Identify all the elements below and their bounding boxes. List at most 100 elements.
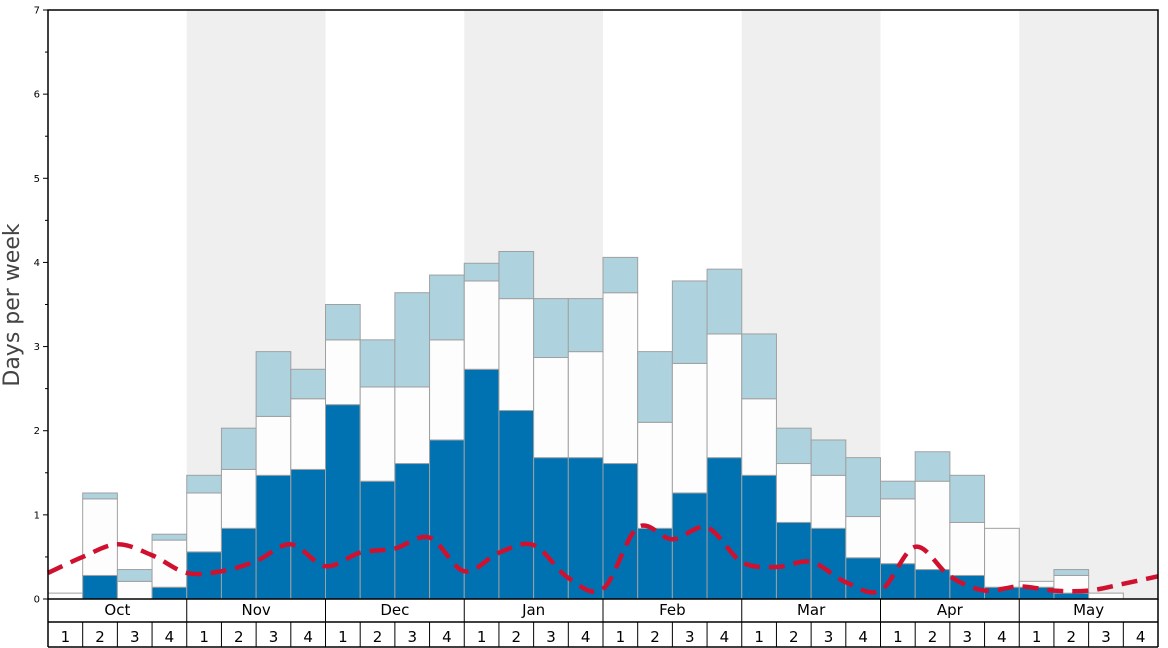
week-label: 2: [1067, 628, 1077, 646]
bar-segment: [325, 339, 361, 406]
bar-segment: [429, 274, 465, 341]
month-label-apr: Apr: [937, 601, 964, 619]
month-label-jan: Jan: [521, 601, 545, 619]
bar-segment: [290, 398, 326, 470]
week-label: 3: [1101, 628, 1111, 646]
bar-segment: [533, 298, 569, 359]
stacked-bars: [47, 250, 1124, 600]
week-label: 4: [997, 628, 1007, 646]
week-label: 1: [754, 628, 764, 646]
week-label: 4: [1136, 628, 1146, 646]
bar-segment: [116, 569, 153, 582]
week-label: 4: [858, 628, 868, 646]
bar-segment: [637, 421, 673, 529]
bar-segment: [949, 474, 986, 523]
y-tick-label: 6: [34, 90, 40, 101]
axes: 0 1 2 3 4 5 6 7 Oct 1 2 3 4 Nov 1 2 3 4 Dec 1 2 3 4 Jan 1 2 3 4 Feb 1…: [34, 6, 1159, 648]
bar-segment: [429, 439, 465, 600]
bar-segment: [602, 292, 639, 465]
week-label: 2: [650, 628, 660, 646]
bar-segment: [394, 386, 431, 465]
bar-segment: [1053, 569, 1090, 576]
bar-segment: [429, 339, 465, 441]
bar-segment: [220, 427, 257, 470]
bar-segment: [186, 474, 222, 494]
bar-segment: [220, 468, 257, 529]
week-label: 3: [407, 628, 417, 646]
bar-segment: [325, 404, 361, 600]
bar-segment: [359, 339, 396, 388]
week-label: 3: [962, 628, 972, 646]
y-tick-label: 2: [34, 426, 40, 437]
bar-segment: [637, 351, 673, 423]
bar-segment: [325, 304, 361, 341]
y-axis-label: Days per week: [0, 223, 25, 386]
week-label: 4: [581, 628, 591, 646]
week-label: 2: [512, 628, 522, 646]
week-label: 4: [442, 628, 452, 646]
bar-segment: [1088, 592, 1124, 600]
bar-segment: [775, 463, 812, 523]
bar-segment: [1053, 592, 1090, 600]
week-label: 3: [546, 628, 556, 646]
month-band-may: [1019, 10, 1158, 599]
bar-segment: [567, 351, 604, 459]
week-label: 1: [616, 628, 626, 646]
week-label: 3: [269, 628, 279, 646]
bar-segment: [394, 463, 431, 600]
y-tick-label: 4: [34, 258, 40, 269]
bar-segment: [533, 357, 569, 459]
bar-segment: [602, 256, 639, 294]
bar-segment: [82, 492, 118, 500]
y-tick-label: 1: [34, 510, 40, 521]
bar-segment: [533, 457, 569, 600]
bar-segment: [255, 474, 292, 600]
bar-segment: [671, 362, 708, 494]
week-label: 3: [130, 628, 140, 646]
week-label: 3: [685, 628, 695, 646]
bar-segment: [498, 298, 535, 412]
bar-segment: [359, 386, 396, 482]
bar-segment: [82, 498, 118, 576]
bar-segment: [255, 351, 292, 417]
bar-segment: [116, 580, 153, 600]
bar-segment: [47, 592, 84, 600]
week-label: 4: [720, 628, 730, 646]
week-label: 2: [373, 628, 383, 646]
y-tick-label: 0: [34, 595, 40, 606]
bar-segment: [810, 474, 847, 529]
month-label-mar: Mar: [797, 601, 826, 619]
week-label: 2: [789, 628, 799, 646]
bar-segment: [741, 333, 777, 400]
month-label-oct: Oct: [104, 601, 130, 619]
week-label: 3: [824, 628, 834, 646]
week-label: 1: [893, 628, 903, 646]
week-label: 4: [303, 628, 313, 646]
month-label-may: May: [1073, 601, 1104, 619]
bar-segment: [82, 574, 118, 600]
trend-line-path: [47, 523, 1159, 595]
month-label-nov: Nov: [241, 601, 270, 619]
bar-segment: [775, 427, 812, 465]
week-label: 1: [338, 628, 348, 646]
y-tick-label: 5: [34, 174, 40, 185]
bar-segment: [845, 457, 881, 518]
bar-segment: [220, 527, 257, 600]
month-label-dec: Dec: [380, 601, 409, 619]
bar-segment: [290, 468, 326, 600]
bar-segment: [498, 410, 535, 600]
bar-segment: [498, 250, 535, 300]
bar-segment: [880, 563, 916, 600]
bar-segment: [741, 398, 777, 476]
bar-segment: [186, 492, 222, 553]
bar-segment: [671, 280, 708, 364]
bar-segment: [671, 492, 708, 600]
bar-segment: [984, 527, 1020, 588]
bar-segment: [741, 474, 777, 600]
bar-segment: [567, 457, 604, 600]
bar-segment: [914, 451, 951, 482]
bar-segment: [394, 292, 431, 388]
bar-segment: [810, 527, 847, 600]
bar-segment: [151, 533, 188, 541]
